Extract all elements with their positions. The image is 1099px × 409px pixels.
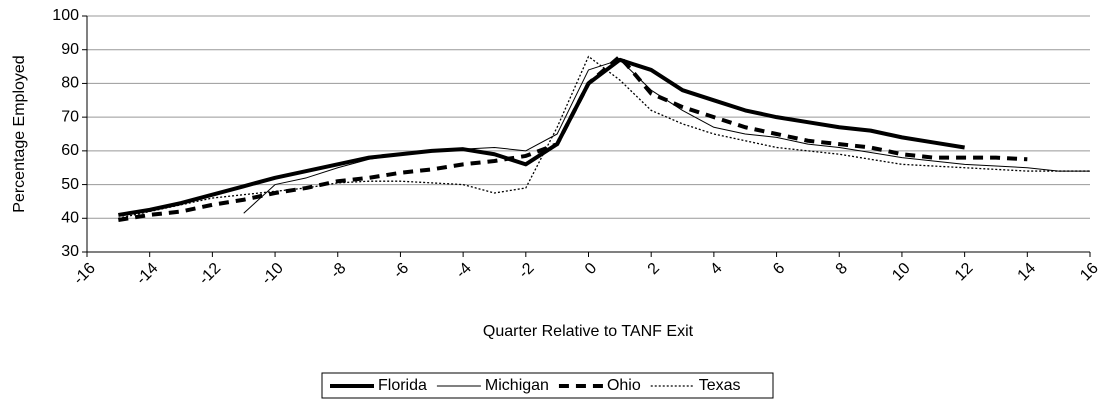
legend-label: Florida bbox=[378, 377, 427, 394]
x-tick-label: -2 bbox=[516, 260, 538, 282]
y-tick-label: 60 bbox=[61, 142, 79, 159]
legend-box bbox=[321, 372, 774, 399]
series-line bbox=[243, 59, 1090, 214]
x-tick-label: 4 bbox=[707, 260, 725, 278]
y-tick-label: 90 bbox=[61, 41, 79, 58]
legend-label: Ohio bbox=[607, 377, 641, 394]
x-tick-label: 2 bbox=[645, 260, 663, 278]
x-tick-label: -16 bbox=[70, 260, 98, 288]
y-tick-label: 80 bbox=[61, 75, 79, 92]
x-tick-label: -14 bbox=[133, 260, 161, 288]
x-tick-label: -8 bbox=[327, 260, 349, 282]
x-tick-label: -10 bbox=[259, 260, 287, 288]
legend-label: Michigan bbox=[485, 377, 549, 394]
x-tick-label: 6 bbox=[770, 260, 788, 278]
y-tick-label: 30 bbox=[61, 243, 79, 260]
x-tick-label: 12 bbox=[952, 260, 977, 285]
y-tick-label: 50 bbox=[61, 176, 79, 193]
y-axis-label: Percentage Employed bbox=[11, 55, 28, 212]
x-tick-label: -6 bbox=[390, 260, 412, 282]
legend-label: Texas bbox=[699, 377, 741, 394]
y-tick-label: 100 bbox=[52, 7, 79, 24]
x-tick-label: 8 bbox=[833, 260, 851, 278]
series-line bbox=[118, 54, 1028, 222]
x-tick-label: 0 bbox=[582, 260, 600, 278]
series-line bbox=[118, 55, 1090, 219]
x-tick-label: -12 bbox=[196, 260, 224, 288]
x-tick-label: -4 bbox=[453, 260, 475, 282]
x-tick-label: 14 bbox=[1015, 260, 1040, 285]
y-tick-label: 70 bbox=[61, 108, 79, 125]
x-tick-label: 10 bbox=[889, 260, 914, 285]
x-tick-label: 16 bbox=[1077, 260, 1099, 285]
y-tick-label: 40 bbox=[61, 210, 79, 227]
x-axis-label: Quarter Relative to TANF Exit bbox=[483, 323, 694, 340]
series-line bbox=[118, 57, 965, 217]
